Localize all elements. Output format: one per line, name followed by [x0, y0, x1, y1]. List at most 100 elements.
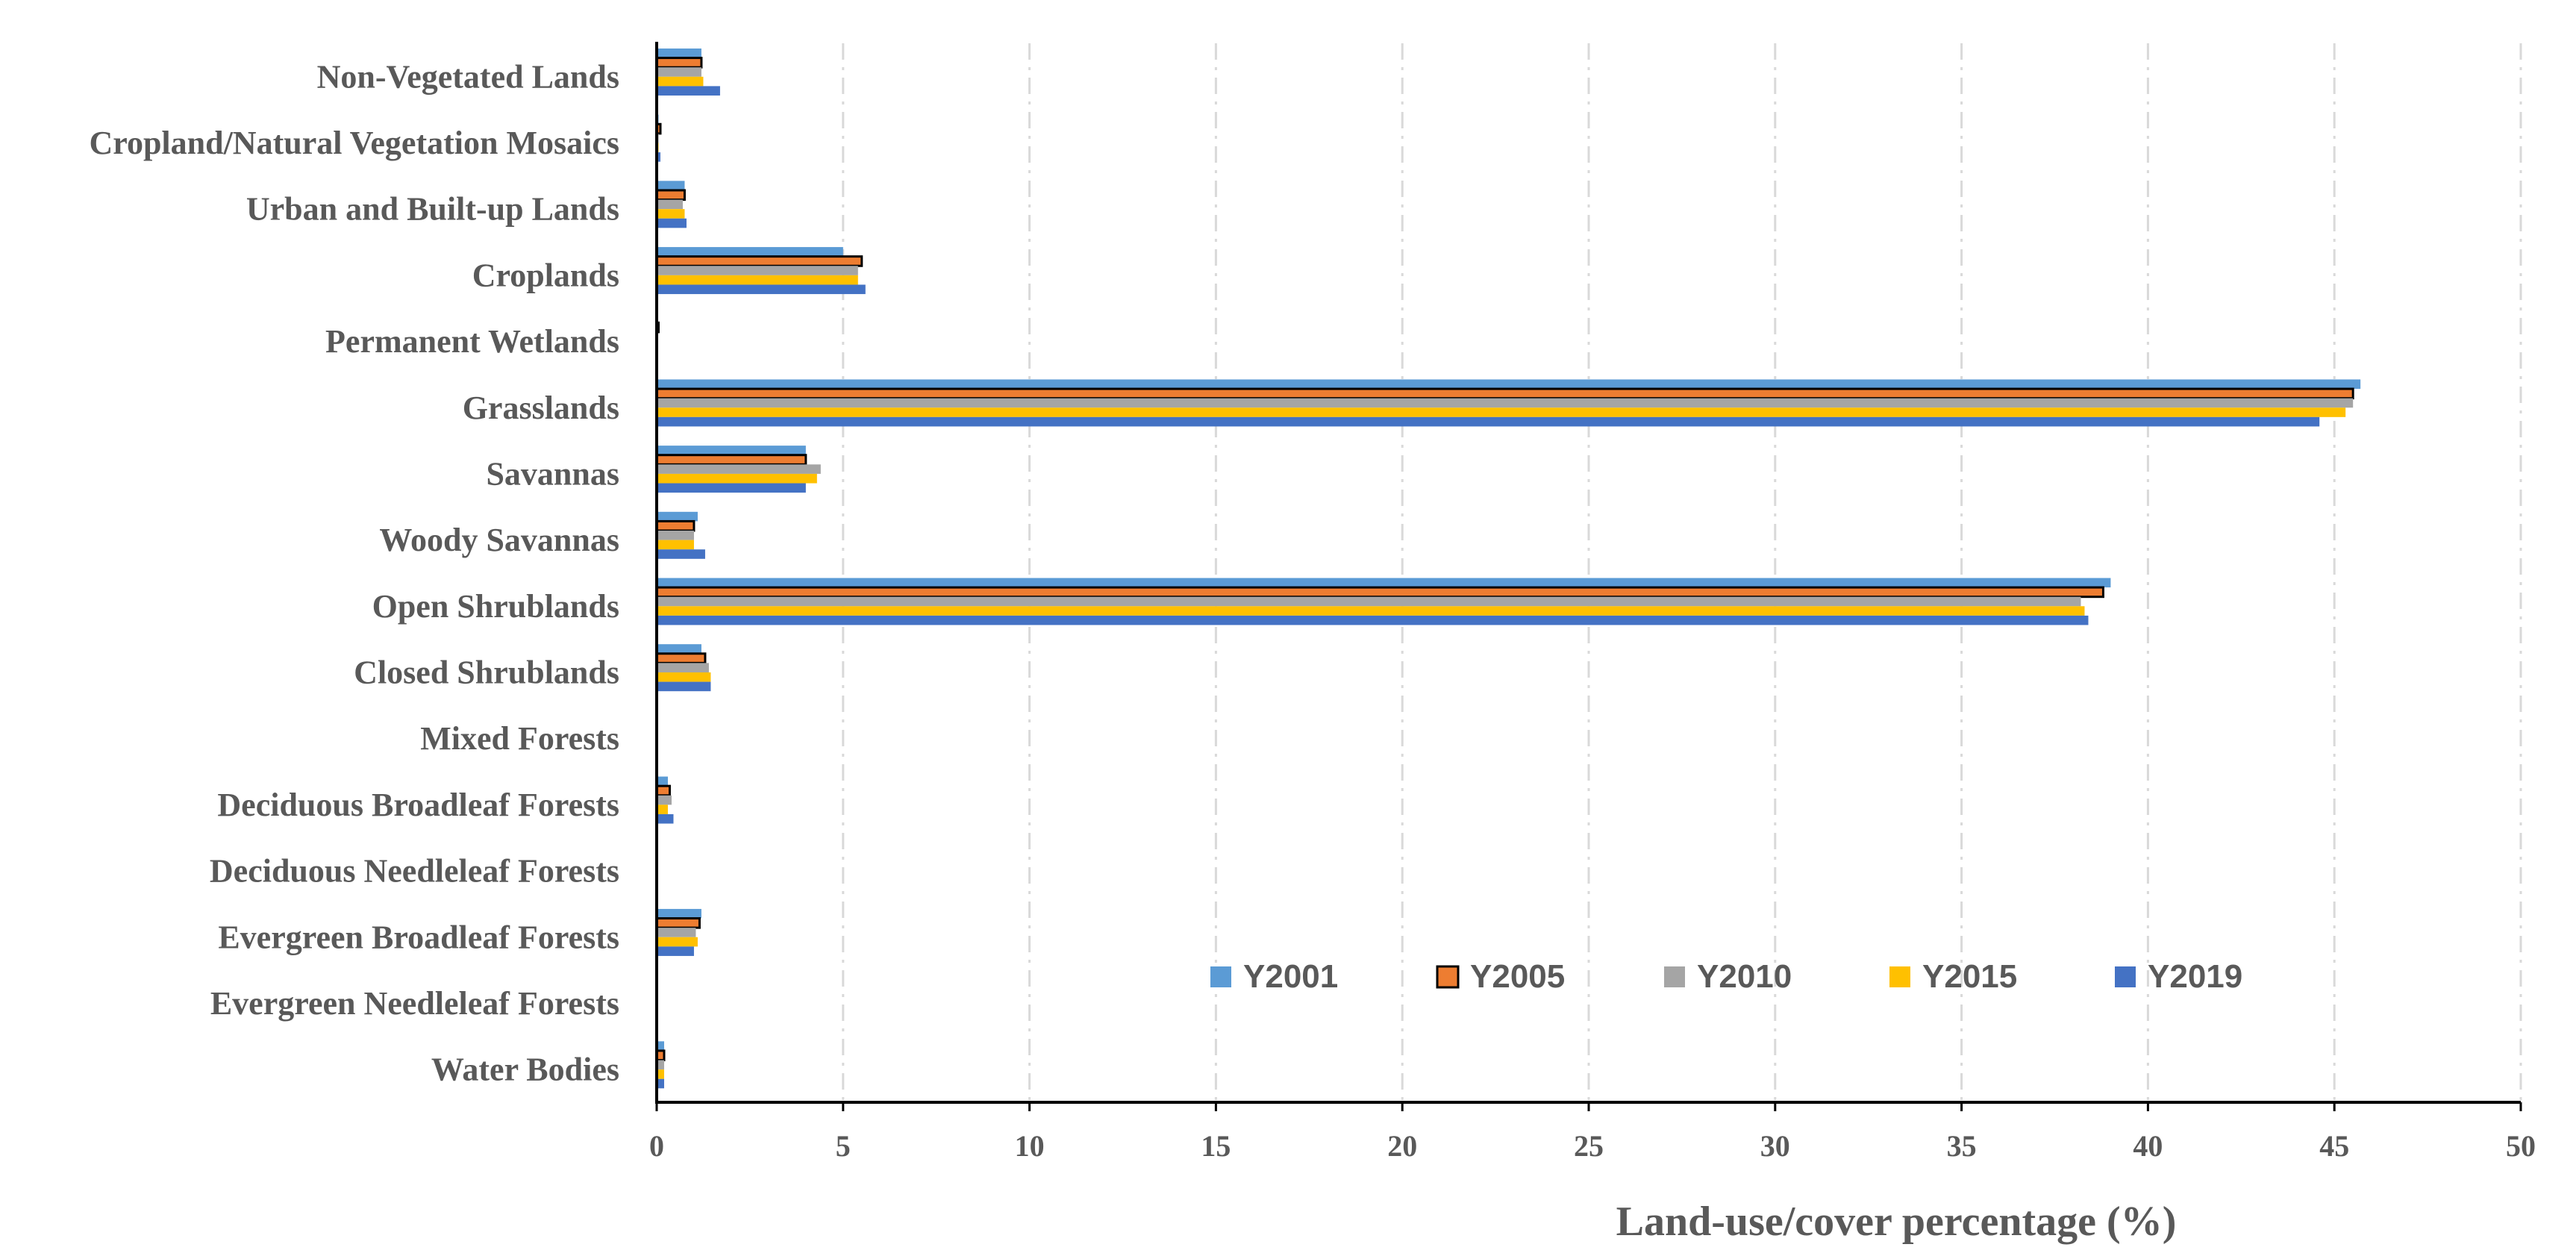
legend-label: Y2015: [1922, 958, 2017, 995]
bar-y2015: [657, 540, 694, 550]
category-label: Water Bodies: [431, 1052, 619, 1088]
category-label: Cropland/Natural Vegetation Mosaics: [89, 125, 619, 161]
x-tick-label: 20: [1387, 1129, 1417, 1163]
bars: [655, 49, 2361, 1089]
legend-swatch: [1210, 966, 1231, 987]
bar-y2001: [657, 49, 701, 58]
x-tick-label: 25: [1574, 1129, 1604, 1163]
bar-y2010: [657, 199, 683, 210]
bar-y2019: [657, 86, 720, 96]
bar-y2010: [657, 531, 694, 540]
category-label: Deciduous Broadleaf Forests: [217, 787, 619, 823]
legend-item-y2019: Y2019: [2115, 958, 2242, 995]
category-label: Permanent Wetlands: [325, 323, 619, 360]
bar-y2010: [657, 928, 696, 937]
axes: [655, 42, 2522, 1111]
legend-label: Y2005: [1470, 958, 1565, 995]
bar-y2001: [657, 511, 698, 522]
legend-swatch: [1436, 965, 1460, 989]
legend-item-y2005: Y2005: [1436, 958, 1565, 995]
bar-y2001: [657, 446, 806, 455]
bar-y2015: [657, 805, 668, 814]
bar-y2001: [657, 1041, 664, 1051]
bar-y2001: [657, 644, 701, 654]
bar-y2015: [657, 937, 698, 947]
bar-y2015: [657, 407, 2346, 417]
bar-y2005: [655, 586, 2104, 599]
legend: Y2001 Y2005 Y2010 Y2015 Y2019: [1210, 958, 2242, 995]
grid-lines: [842, 43, 2522, 1102]
x-tick-label: 30: [1760, 1129, 1790, 1163]
category-label: Urban and Built-up Lands: [246, 191, 619, 228]
category-label: Savannas: [486, 455, 619, 492]
category-label: Woody Savannas: [379, 522, 619, 558]
bar-y2019: [657, 681, 711, 692]
x-tick-label: 45: [2319, 1129, 2349, 1163]
bar-y2005: [655, 454, 807, 466]
bar-y2010: [657, 663, 709, 672]
bar-y2010: [657, 67, 701, 77]
bar-y2019: [657, 218, 687, 228]
x-tick-label: 50: [2506, 1129, 2536, 1163]
bar-y2010: [657, 1060, 664, 1070]
bar-y2005: [655, 57, 703, 69]
legend-label: Y2010: [1697, 958, 1792, 995]
bar-y2010: [657, 266, 858, 275]
bar-y2001: [657, 578, 2111, 588]
x-tick-label: 35: [1947, 1129, 1977, 1163]
x-tick-labels: 0 5 10 15 20 25 30 35 40 45 50: [649, 1129, 2536, 1163]
bar-y2005: [655, 917, 701, 929]
bar-y2019: [657, 813, 674, 824]
bar-y2019: [657, 946, 694, 956]
legend-swatch: [1889, 966, 1910, 987]
category-label: Evergreen Needleleaf Forests: [210, 985, 619, 1022]
bar-y2010: [657, 795, 672, 805]
bar-y2001: [657, 247, 843, 257]
bar-y2010: [657, 596, 2081, 607]
category-label: Evergreen Broadleaf Forests: [218, 919, 619, 955]
x-tick-label: 40: [2133, 1129, 2163, 1163]
bar-y2005: [655, 519, 695, 532]
bar-y2005: [655, 387, 2354, 400]
bar-y2019: [657, 1078, 664, 1089]
bar-y2001: [657, 776, 668, 787]
legend-swatch: [2115, 966, 2136, 987]
category-label: Non-Vegetated Lands: [317, 58, 619, 95]
bar-y2005: [655, 784, 671, 797]
bar-y2001: [657, 379, 2361, 390]
legend-swatch: [1664, 966, 1685, 987]
legend-item-y2010: Y2010: [1664, 958, 1792, 995]
bar-y2019: [657, 615, 2089, 625]
bar-y2019: [657, 284, 866, 295]
legend-label: Y2001: [1243, 958, 1338, 995]
bar-y2015: [657, 473, 817, 484]
category-label: Open Shrublands: [372, 588, 619, 625]
category-label: Croplands: [472, 257, 619, 293]
bar-y2005: [655, 652, 707, 664]
category-label: Mixed Forests: [420, 720, 619, 757]
bar-y2015: [657, 1069, 664, 1079]
x-axis-title: Land-use/cover percentage (%): [1616, 1199, 2177, 1245]
bar-y2015: [657, 209, 685, 219]
bar-y2005: [655, 189, 686, 201]
legend-item-y2001: Y2001: [1210, 958, 1338, 995]
category-labels: Non-Vegetated Lands Cropland/Natural Vege…: [89, 58, 619, 1087]
legend-label: Y2019: [2148, 958, 2242, 995]
bar-y2019: [657, 549, 705, 559]
bar-y2019: [657, 483, 806, 493]
legend-item-y2015: Y2015: [1889, 958, 2017, 995]
bar-y2019: [657, 416, 2320, 427]
category-label: Closed Shrublands: [354, 655, 619, 691]
bar-y2001: [657, 908, 701, 919]
bar-y2015: [657, 672, 711, 682]
x-tick-label: 10: [1015, 1129, 1045, 1163]
bar-y2001: [657, 181, 685, 190]
x-tick-label: 15: [1201, 1129, 1231, 1163]
bar-y2015: [657, 275, 858, 285]
x-tick-label: 5: [836, 1129, 851, 1163]
bar-y2019: [657, 152, 660, 162]
category-label: Deciduous Needleleaf Forests: [210, 853, 619, 890]
x-tick-label: 0: [649, 1129, 664, 1163]
bar-y2005: [655, 255, 863, 267]
